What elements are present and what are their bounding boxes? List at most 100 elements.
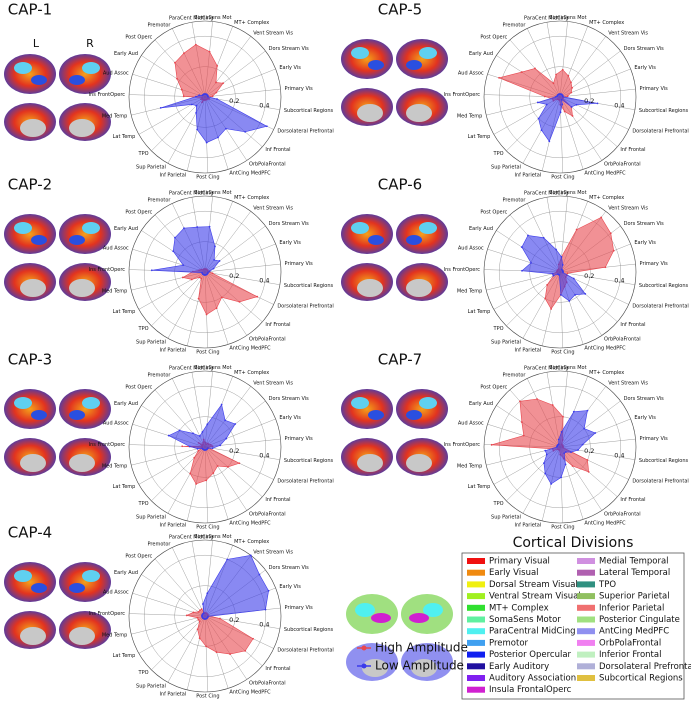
series-point <box>564 451 567 453</box>
category-label: Vent Stream Vis <box>253 31 293 37</box>
category-label: Early Vis <box>279 240 301 246</box>
spoke <box>141 574 206 617</box>
category-label: Med Temp <box>457 289 482 295</box>
series-point <box>543 95 546 98</box>
ring-label: 0.2 <box>229 447 239 455</box>
divisions-box <box>461 552 685 700</box>
category-label: TPO <box>493 151 504 157</box>
division-swatch <box>577 651 595 658</box>
series-point <box>586 409 589 412</box>
category-label: Aud Assoc <box>458 420 484 426</box>
series-point <box>211 447 214 450</box>
series-point <box>193 456 196 459</box>
division-label: Posterior Opercular <box>489 650 572 660</box>
series-point <box>192 432 194 435</box>
category-label: Ins FrontOperc <box>89 267 126 273</box>
category-label: ParaCent MidCing <box>524 191 568 197</box>
division-label: ParaCentral MidCing <box>489 627 575 637</box>
outer-ring <box>128 539 282 693</box>
series-point <box>219 444 222 447</box>
grid-ring <box>499 36 622 158</box>
category-label: Early Aud <box>114 51 138 57</box>
series-point <box>520 71 523 73</box>
series-point <box>224 419 227 422</box>
ring-label: 0.4 <box>614 451 624 459</box>
series-point <box>225 127 227 130</box>
series-point <box>566 95 569 98</box>
grid-ring <box>499 210 622 333</box>
category-label: AntCing MedPFC <box>229 521 271 527</box>
spoke <box>138 446 206 485</box>
spoke <box>172 547 206 617</box>
series-point <box>546 284 549 286</box>
series-point <box>196 447 199 450</box>
division-swatch <box>577 581 595 588</box>
series-point <box>552 274 555 277</box>
series-point <box>540 129 543 132</box>
category-label: Inf Frontal <box>265 497 290 503</box>
category-label: Aud Assoc <box>103 70 129 76</box>
category-label: OrbPolaFrontal <box>249 511 286 517</box>
category-label: Lat Temp <box>113 484 136 490</box>
category-label: Vent Stream Vis <box>253 381 293 387</box>
series-point <box>198 94 201 97</box>
series-point <box>581 443 584 446</box>
series-point <box>199 609 201 612</box>
division-swatch <box>467 604 485 611</box>
category-label: Dorsolateral Prefrontal <box>277 648 334 654</box>
series-point <box>189 472 192 475</box>
division-swatch <box>467 686 485 693</box>
ring-label: 0.4 <box>259 276 269 284</box>
series-area <box>160 93 268 143</box>
category-label: Primary Vis <box>640 436 669 442</box>
series-point <box>182 95 185 98</box>
category-label: Early Aud <box>469 51 493 57</box>
cap-title: CAP-7 <box>378 351 422 369</box>
spoke <box>151 271 206 327</box>
category-label: Early Aud <box>469 401 493 407</box>
category-label: Inf Frontal <box>265 147 290 153</box>
division-label: Premotor <box>489 638 529 648</box>
category-label: Inf Frontal <box>265 322 290 328</box>
category-label: SomaSens Mot <box>549 15 586 21</box>
series-point <box>172 250 175 253</box>
series-point <box>205 141 208 144</box>
category-label: Lat Temp <box>468 134 491 140</box>
category-label: Inf Frontal <box>620 147 645 153</box>
category-label: Post Operc <box>125 553 152 559</box>
category-label: Subcortical Regions <box>639 283 689 289</box>
spoke <box>559 88 636 98</box>
category-label: Lat Temp <box>113 309 136 315</box>
series-point <box>249 554 252 557</box>
series-point <box>220 296 223 299</box>
series-point <box>534 67 536 70</box>
series-point <box>559 111 562 114</box>
series-point <box>150 269 153 272</box>
hemisphere-label: L <box>33 37 40 50</box>
series-point <box>604 266 607 269</box>
series-point <box>575 103 578 106</box>
series-point <box>222 82 225 85</box>
ring-label: 0.4 <box>614 276 624 284</box>
series-point <box>218 260 221 262</box>
series-point <box>213 258 216 261</box>
series-point <box>545 103 548 106</box>
cap-title: CAP-4 <box>8 524 52 542</box>
series-point <box>197 610 200 613</box>
series-point <box>195 104 198 107</box>
series-point <box>556 446 558 448</box>
series-point <box>574 293 576 296</box>
series-point <box>256 295 259 298</box>
grid-ring <box>143 555 266 678</box>
category-label: OrbPolaFrontal <box>249 161 286 167</box>
grid-ring <box>143 210 266 333</box>
category-label: Dors Stream Vis <box>624 46 665 52</box>
series-point <box>570 81 572 84</box>
category-label: ParaCent MidCing <box>169 191 213 197</box>
series-point <box>520 421 523 423</box>
category-label: OrbPolaFrontal <box>604 336 641 342</box>
series-point <box>548 140 551 143</box>
division-swatch <box>467 639 485 646</box>
division-label: Early Auditory <box>489 662 549 672</box>
series-point <box>197 618 200 621</box>
